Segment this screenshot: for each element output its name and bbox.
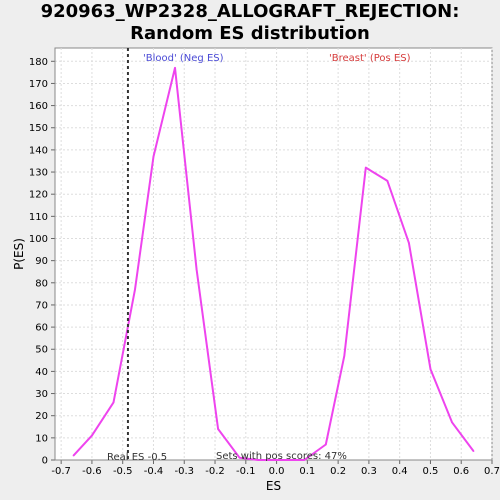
y-tick-label: 20 [35,411,48,422]
y-tick-label: 10 [35,433,48,444]
chart-title: 920963_WP2328_ALLOGRAFT_REJECTION: Rando… [40,1,460,44]
x-tick-label: -0.4 [144,466,164,477]
data-point [217,428,219,430]
x-tick-label: -0.7 [51,466,71,477]
data-point [365,166,367,169]
data-point [408,242,410,244]
x-axis-label: ES [266,479,281,493]
y-tick-label: 130 [29,168,48,179]
x-tick-label: -0.2 [205,466,225,477]
real-es-label: Real ES -0.5 [107,452,167,463]
data-point [343,355,346,357]
x-tick-label: -0.3 [174,466,194,477]
data-point [281,459,284,461]
y-tick-label: 70 [35,300,48,311]
data-point [429,368,432,370]
annotations: 'Blood' (Neg ES) 'Breast' (Pos ES) Real ES… [107,48,411,463]
plot-area [54,47,493,461]
x-tick-label: 0.7 [484,466,500,477]
data-point [174,67,176,69]
data-point [386,180,389,182]
data-point [238,456,241,459]
y-tick-label: 180 [29,57,48,68]
neg-es-label: 'Blood' (Neg ES) [143,53,224,64]
data-point [257,459,259,461]
data-point [325,443,327,446]
x-tick-label: -0.1 [236,466,256,477]
x-tick-label: -0.6 [82,466,102,477]
data-point [472,450,475,452]
data-point [195,268,198,271]
y-tick-label: 140 [29,145,48,156]
x-tick-label: 0.0 [269,466,285,477]
x-axis: -0.7 -0.6 -0.5 -0.4 -0.3 -0.2 -0.1 0.0 0.1 0.2 0.3… [51,459,500,477]
y-tick-label: 120 [29,190,48,201]
y-tick-label: 60 [35,323,48,334]
data-point [91,434,93,437]
y-tick-label: 80 [35,278,48,289]
es-distribution-line [72,66,475,461]
data-point [72,454,75,457]
y-tick-label: 0 [42,456,48,467]
y-tick-label: 30 [35,389,48,400]
series-layer [72,66,475,461]
x-tick-label: 0.4 [392,466,408,477]
y-tick-label: 170 [29,79,48,90]
pos-scores-label: Sets with pos scores: 47% [216,451,347,462]
y-axis-label: P(ES) [12,238,26,270]
data-point [112,401,115,404]
x-tick-label: 0.2 [330,466,346,477]
x-tick-label: 0.1 [299,466,315,477]
y-tick-label: 90 [35,256,48,267]
y-tick-label: 150 [29,123,48,134]
y-tick-label: 110 [29,212,48,223]
data-point [134,288,136,291]
x-tick-label: -0.5 [113,466,133,477]
y-tick-label: 40 [35,367,48,378]
y-tick-label: 160 [29,101,48,112]
x-tick-label: 0.5 [422,466,438,477]
data-point [152,155,155,158]
x-tick-label: 0.6 [453,466,469,477]
pos-es-label: 'Breast' (Pos ES) [329,53,411,64]
data-point [451,421,453,424]
x-tick-label: 0.3 [361,466,377,477]
data-point [303,459,306,461]
y-tick-label: 50 [35,345,48,356]
y-axis: 0 10 20 30 40 50 60 70 80 90 100 110 120 130 140 150 160… [29,48,56,467]
y-tick-label: 100 [29,234,48,245]
